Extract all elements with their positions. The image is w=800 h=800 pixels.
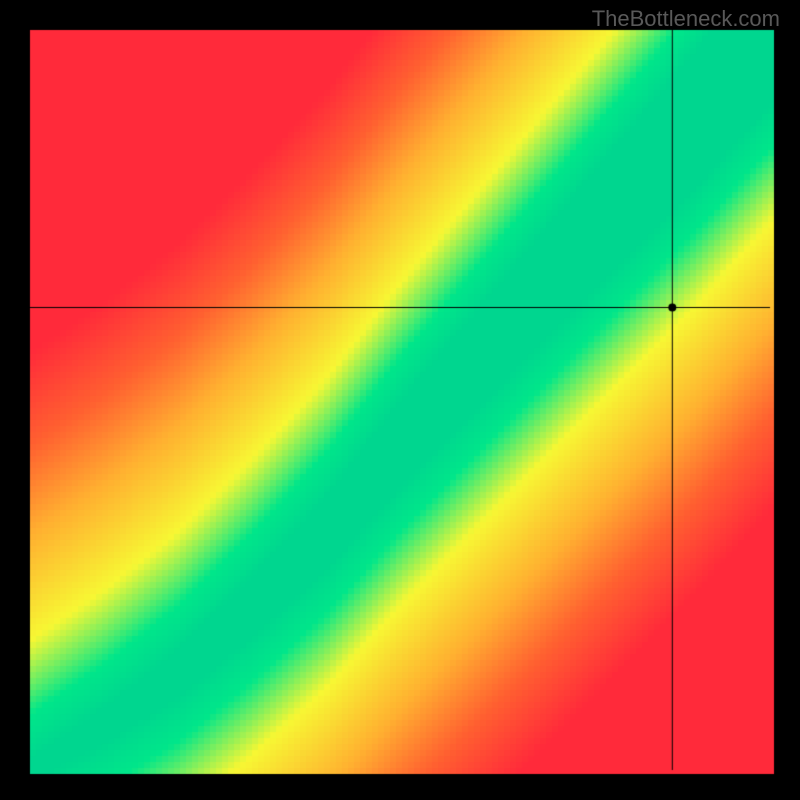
watermark-text: TheBottleneck.com [592,6,780,32]
chart-container: TheBottleneck.com [0,0,800,800]
heatmap-canvas [0,0,800,800]
